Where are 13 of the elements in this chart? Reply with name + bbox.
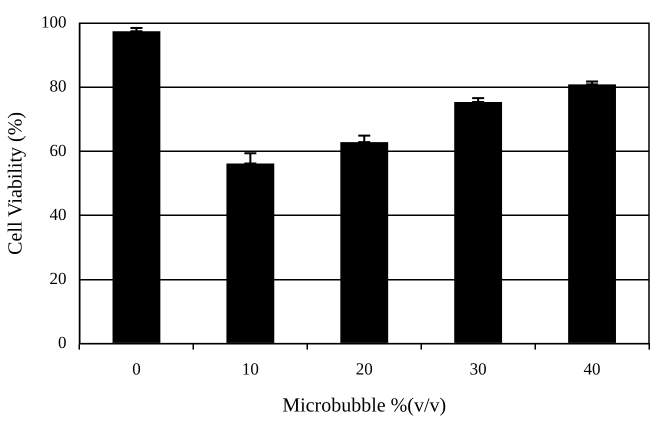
y-tick-label: 0 — [58, 333, 66, 352]
x-axis-title: Microbubble %(v/v) — [282, 394, 446, 416]
y-tick-label: 40 — [50, 204, 66, 224]
x-tick-label: 40 — [584, 359, 601, 378]
y-tick-label: 20 — [50, 268, 66, 288]
x-tick-label: 10 — [242, 359, 259, 378]
x-tick-label: 0 — [132, 359, 141, 378]
y-tick-label: 80 — [50, 76, 66, 96]
x-tick-label: 30 — [470, 359, 487, 378]
y-tick-label: 60 — [50, 140, 66, 160]
x-tick-label: 20 — [356, 359, 373, 378]
y-axis-title: Cell Viability (%) — [4, 112, 26, 255]
y-tick-label: 100 — [41, 12, 66, 32]
